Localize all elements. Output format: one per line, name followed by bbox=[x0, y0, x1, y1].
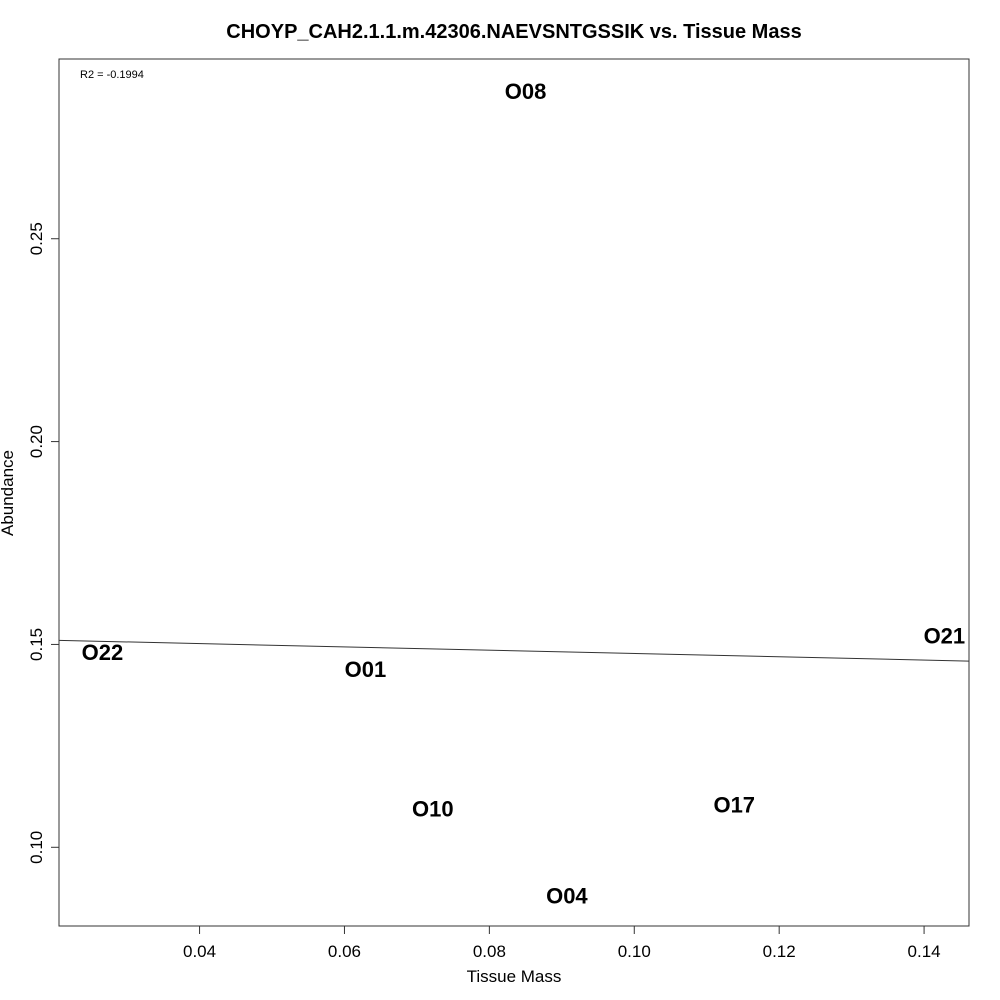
point-label-o04: O04 bbox=[546, 883, 588, 908]
x-tick-label: 0.04 bbox=[183, 942, 216, 961]
x-tick-label: 0.08 bbox=[473, 942, 506, 961]
chart-title: CHOYP_CAH2.1.1.m.42306.NAEVSNTGSSIK vs. … bbox=[226, 21, 801, 43]
x-tick-label: 0.10 bbox=[618, 942, 651, 961]
y-tick-label: 0.15 bbox=[27, 628, 46, 661]
x-tick-label: 0.14 bbox=[908, 942, 941, 961]
point-labels: O08 O21 O22 O01 O10 O17 O04 bbox=[82, 79, 965, 909]
x-axis-label: Tissue Mass bbox=[467, 967, 562, 986]
y-axis-label: Abundance bbox=[0, 450, 17, 536]
x-axis: 0.04 0.06 0.08 0.10 0.12 0.14 bbox=[183, 925, 941, 961]
point-label-o10: O10 bbox=[412, 797, 454, 822]
y-tick-label: 0.25 bbox=[27, 222, 46, 255]
point-label-o17: O17 bbox=[713, 793, 755, 818]
trend-line bbox=[58, 639, 970, 662]
point-label-o08: O08 bbox=[505, 79, 547, 104]
point-label-o21: O21 bbox=[924, 623, 966, 648]
r2-annotation: R2 = -0.1994 bbox=[80, 69, 144, 81]
plot-frame bbox=[58, 58, 970, 927]
y-axis: 0.10 0.15 0.20 0.25 bbox=[27, 222, 60, 864]
y-tick-label: 0.10 bbox=[27, 831, 46, 864]
point-label-o01: O01 bbox=[345, 657, 387, 682]
y-tick-label: 0.20 bbox=[27, 425, 46, 458]
x-tick-label: 0.06 bbox=[328, 942, 361, 961]
x-tick-label: 0.12 bbox=[763, 942, 796, 961]
point-label-o22: O22 bbox=[82, 640, 124, 665]
